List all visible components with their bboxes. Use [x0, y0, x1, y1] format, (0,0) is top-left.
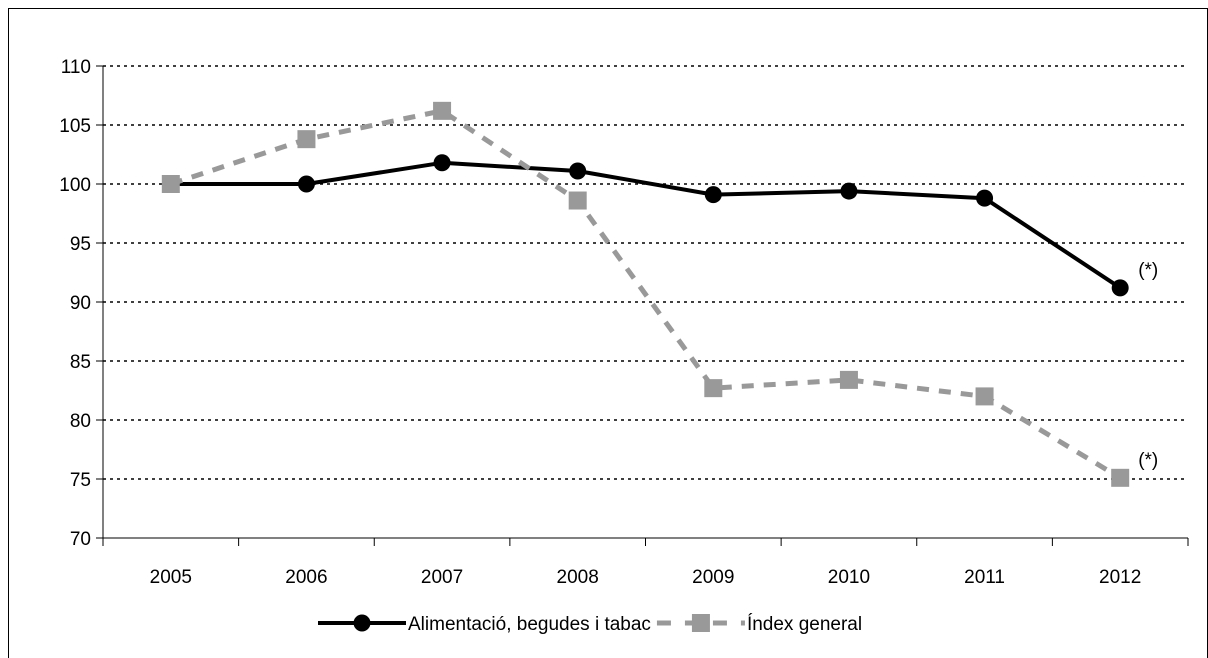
series-0-point-2007	[433, 154, 451, 172]
y-tick-label-75: 75	[70, 470, 91, 491]
legend-marker-1	[691, 614, 710, 632]
axes: 70 75 80 85 90 95 100 105 110 2005 2006 2007 2008 200…	[59, 57, 1189, 588]
series-1-point-2005	[161, 175, 180, 193]
annotations: (*) (*)	[1138, 260, 1158, 471]
y-tick-label-110: 110	[61, 57, 91, 78]
series-0-point-2010	[840, 182, 858, 200]
series-0-point-2006	[297, 175, 315, 193]
series-1-point-2011	[975, 387, 994, 406]
x-tick-label-2011: 2011	[964, 567, 1005, 588]
x-tick-label-2007: 2007	[421, 567, 463, 588]
series-1-point-2012	[1111, 468, 1130, 487]
legend-label-0: Alimentació, begudes i tabac	[408, 614, 651, 635]
series-0-point-2012	[1111, 279, 1129, 297]
legend-label-1: Índex general	[747, 614, 862, 635]
legend: Alimentació, begudes i tabac Índex genera…	[318, 614, 862, 635]
x-tick-label-2006: 2006	[285, 567, 327, 588]
series-0-point-2011	[976, 189, 994, 207]
series-layer	[161, 101, 1130, 487]
series-0-point-2009	[704, 186, 722, 204]
series-line-0	[170, 160, 1122, 290]
legend-item-0: Alimentació, begudes i tabac	[318, 614, 651, 635]
series-1-point-2009	[704, 379, 723, 398]
y-tick-label-105: 105	[59, 116, 91, 137]
series-1-point-2006	[297, 130, 316, 149]
annotation-1: (*)	[1138, 450, 1158, 471]
gridlines	[103, 65, 1188, 480]
series-1-point-2008	[568, 191, 587, 210]
series-line-1	[170, 108, 1122, 480]
y-tick-label-100: 100	[59, 175, 91, 196]
x-tick-label-2005: 2005	[150, 567, 192, 588]
y-tick-label-85: 85	[70, 352, 91, 373]
series-1-point-2007	[433, 101, 452, 120]
legend-marker-0	[353, 614, 371, 632]
legend-item-1: Índex general	[656, 614, 862, 635]
x-tick-label-2009: 2009	[692, 567, 734, 588]
annotation-0: (*)	[1138, 260, 1158, 281]
series-1-point-2010	[839, 370, 858, 389]
y-tick-label-80: 80	[70, 411, 91, 432]
y-tick-label-95: 95	[70, 234, 91, 255]
series-0-point-2008	[569, 162, 587, 180]
x-tick-label-2010: 2010	[828, 567, 870, 588]
y-tick-label-70: 70	[70, 529, 91, 550]
x-tick-label-2012: 2012	[1099, 567, 1141, 588]
y-tick-label-90: 90	[70, 293, 91, 314]
x-tick-label-2008: 2008	[557, 567, 599, 588]
